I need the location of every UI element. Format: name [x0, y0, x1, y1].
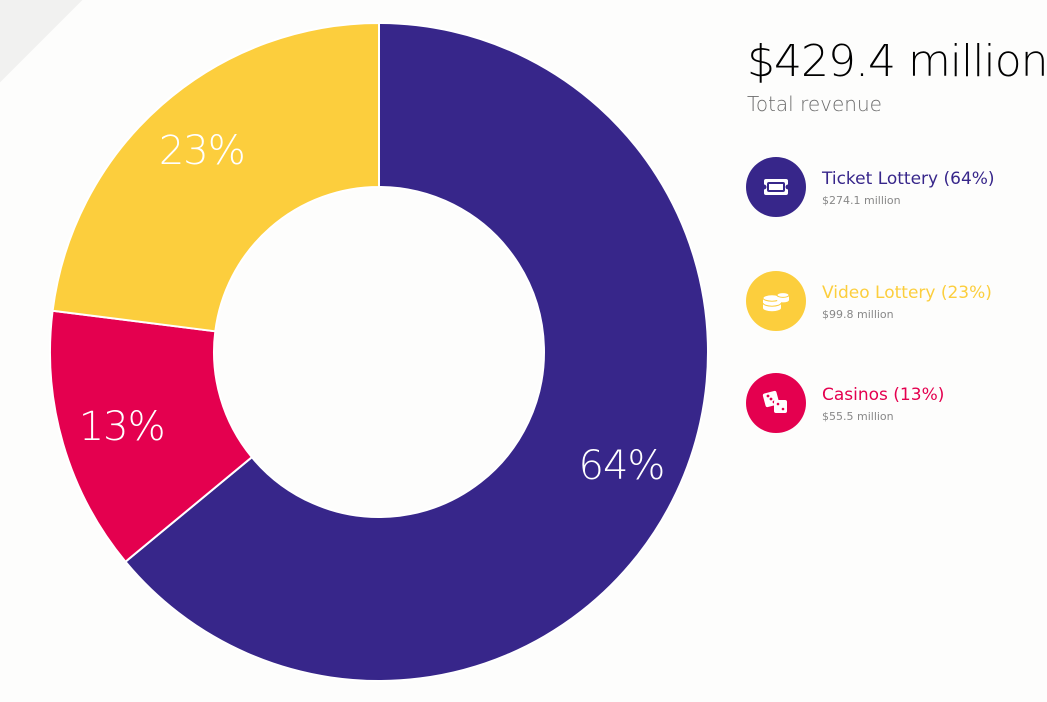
legend-label: Video Lottery (23%)	[822, 282, 992, 303]
total-revenue-value: $429.4 million	[747, 36, 1047, 87]
revenue-donut-chart: 64% 13% 23%	[49, 21, 709, 682]
donut-slice-casinos	[49, 309, 254, 564]
ticket-icon	[761, 179, 791, 195]
legend-text-casinos: Casinos (13%) $55.5 million	[822, 384, 944, 423]
legend-amount: $55.5 million	[822, 409, 894, 423]
legend-amount: $274.1 million	[822, 193, 901, 207]
total-revenue-label: Total revenue	[747, 92, 882, 116]
donut-slice-label: 23%	[159, 128, 245, 174]
total-summary: $429.4 million Total revenue	[747, 32, 1047, 116]
legend-text-ticket-lottery: Ticket Lottery (64%) $274.1 million	[822, 168, 995, 207]
donut-slice-ticket-lottery	[124, 21, 709, 682]
donut-slice-label: 64%	[579, 443, 665, 489]
donut-slice-label: 13%	[79, 404, 165, 450]
legend-label: Ticket Lottery (64%)	[822, 168, 995, 189]
legend-label: Casinos (13%)	[822, 384, 945, 405]
legend-amount: $99.8 million	[822, 307, 894, 321]
legend-item-casinos: Casinos (13%) $55.5 million	[746, 373, 944, 433]
legend-badge-video-lottery	[746, 271, 806, 331]
legend-item-ticket-lottery: Ticket Lottery (64%) $274.1 million	[746, 157, 995, 217]
legend-badge-casinos	[746, 373, 806, 433]
legend-text-video-lottery: Video Lottery (23%) $99.8 million	[822, 282, 992, 321]
dice-icon	[762, 390, 787, 413]
donut-slice-video-lottery	[51, 21, 380, 333]
legend-badge-ticket-lottery	[746, 157, 806, 217]
coins-icon	[762, 292, 790, 312]
legend-item-video-lottery: Video Lottery (23%) $99.8 million	[746, 271, 992, 331]
